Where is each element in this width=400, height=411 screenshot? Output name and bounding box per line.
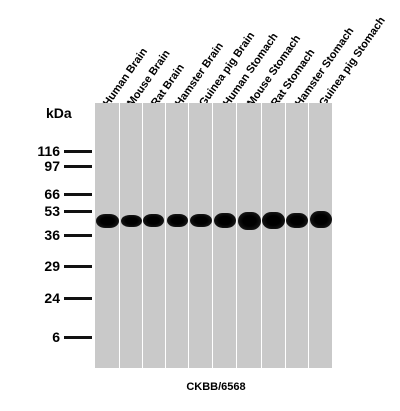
marker-label-29: 29 <box>44 258 60 274</box>
band-rat-stomach <box>262 212 285 229</box>
band-human-stomach <box>214 213 236 228</box>
lane-mouse-brain <box>120 103 142 368</box>
band-guinea-pig-brain <box>190 214 212 227</box>
band-guinea-pig-stomach <box>310 211 332 228</box>
band-hamster-brain <box>167 214 188 227</box>
marker-label-53: 53 <box>44 203 60 219</box>
marker-label-66: 66 <box>44 186 60 202</box>
ladder-unit-label: kDa <box>46 105 72 121</box>
marker-tick-53 <box>64 210 92 213</box>
marker-tick-36 <box>64 234 92 237</box>
band-hamster-stomach <box>286 213 308 228</box>
band-rat-brain <box>143 214 164 227</box>
marker-label-6: 6 <box>52 329 60 345</box>
band-mouse-stomach <box>238 212 261 230</box>
lane-human-brain <box>95 103 119 368</box>
marker-label-24: 24 <box>44 290 60 306</box>
band-human-brain <box>96 214 119 228</box>
lane-rat-brain <box>143 103 165 368</box>
marker-tick-66 <box>64 193 92 196</box>
marker-tick-24 <box>64 297 92 300</box>
lane-human-stomach <box>213 103 236 368</box>
marker-label-116: 116 <box>37 143 60 159</box>
lane-guinea-pig-brain <box>189 103 212 368</box>
antibody-caption: CKBB/6568 <box>186 381 246 393</box>
marker-tick-6 <box>64 336 92 339</box>
lane-hamster-brain <box>166 103 188 368</box>
lane-rat-stomach <box>262 103 285 368</box>
lane-hamster-stomach <box>286 103 308 368</box>
band-mouse-brain <box>121 215 142 227</box>
marker-label-36: 36 <box>44 227 60 243</box>
marker-tick-116 <box>64 150 92 153</box>
lane-guinea-pig-stomach <box>309 103 332 368</box>
marker-label-97: 97 <box>44 158 60 174</box>
marker-tick-97 <box>64 165 92 168</box>
marker-tick-29 <box>64 265 92 268</box>
lane-mouse-stomach <box>237 103 261 368</box>
